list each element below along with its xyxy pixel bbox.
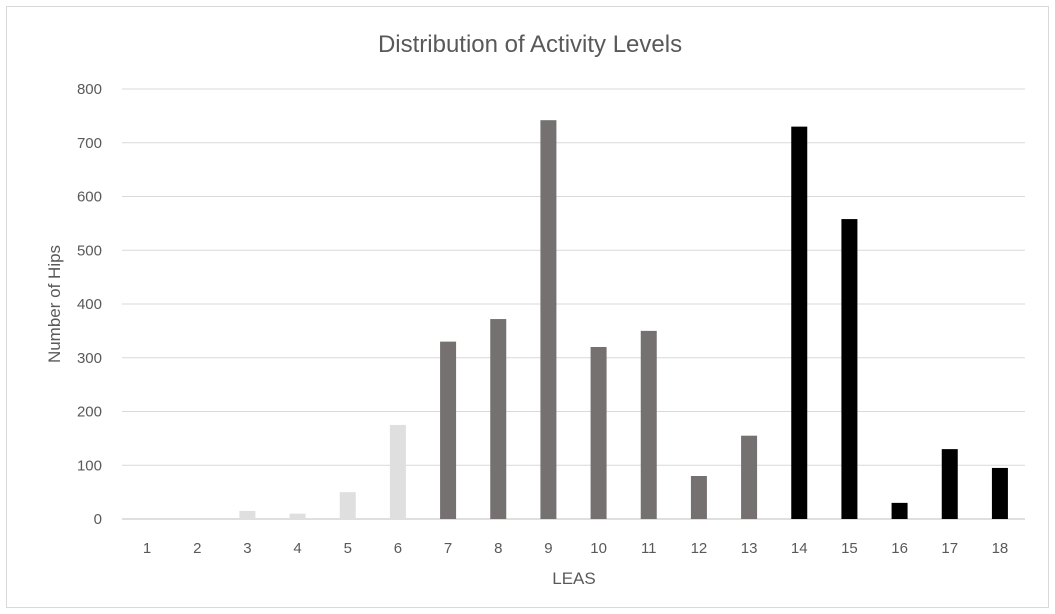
x-tick-label: 10 — [590, 540, 607, 557]
y-tick-label: 800 — [77, 81, 102, 98]
x-tick-label: 3 — [243, 540, 251, 557]
bar-16 — [891, 502, 908, 519]
y-axis-label: Number of Hips — [45, 245, 64, 363]
chart-title: Distribution of Activity Levels — [378, 31, 682, 58]
y-tick-label: 500 — [77, 242, 102, 259]
bar-12 — [690, 476, 707, 519]
x-tick-label: 15 — [841, 540, 858, 557]
bar-10 — [590, 347, 607, 519]
gridlines — [122, 88, 1025, 520]
bar-11 — [640, 330, 657, 519]
y-tick-label: 400 — [77, 296, 102, 313]
x-axis-ticks: 1 2 3 4 5 6 7 8 9 10 11 12 13 14 15 16 17 18 — [143, 540, 1008, 557]
x-tick-label: 16 — [891, 540, 908, 557]
x-tick-label: 13 — [741, 540, 758, 557]
x-tick-label: 9 — [544, 540, 552, 557]
x-tick-label: 11 — [641, 540, 657, 557]
x-tick-label: 14 — [791, 540, 808, 557]
x-tick-label: 17 — [941, 540, 958, 557]
bar-15 — [841, 219, 858, 519]
y-tick-label: 600 — [77, 189, 102, 206]
bar-4 — [289, 513, 306, 519]
bar-9 — [540, 120, 557, 520]
x-tick-label: 1 — [143, 540, 151, 557]
y-tick-label: 100 — [77, 457, 102, 474]
x-tick-label: 5 — [344, 540, 352, 557]
x-tick-label: 12 — [691, 540, 708, 557]
x-tick-label: 6 — [394, 540, 402, 557]
bar-17 — [941, 449, 958, 519]
bars — [239, 120, 1008, 520]
y-tick-label: 700 — [77, 135, 102, 152]
x-tick-label: 2 — [193, 540, 201, 557]
bar-7 — [440, 341, 457, 519]
y-tick-label: 300 — [77, 350, 102, 367]
bar-13 — [741, 435, 758, 519]
x-axis-label: LEAS — [552, 569, 595, 588]
bar-18 — [991, 467, 1008, 519]
bar-14 — [791, 126, 808, 519]
y-tick-label: 200 — [77, 404, 102, 421]
chart-frame — [6, 6, 1049, 608]
bar-3 — [239, 510, 256, 519]
y-axis-ticks: 0 100 200 300 400 500 600 700 800 — [77, 81, 102, 528]
bar-8 — [490, 319, 507, 519]
x-tick-label: 8 — [494, 540, 502, 557]
y-tick-label: 0 — [94, 511, 102, 528]
x-tick-label: 7 — [444, 540, 452, 557]
x-tick-label: 4 — [293, 540, 301, 557]
bar-6 — [389, 424, 406, 519]
bar-5 — [339, 492, 356, 519]
x-tick-label: 18 — [992, 540, 1009, 557]
